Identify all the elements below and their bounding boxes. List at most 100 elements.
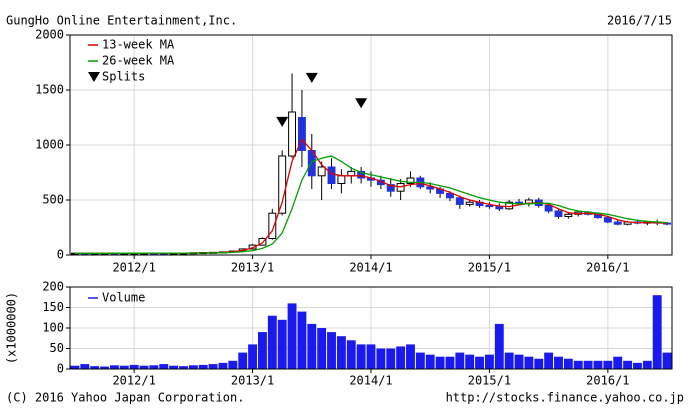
volume-bar [228, 360, 238, 369]
x-tick-label: 2014/1 [349, 374, 392, 388]
volume-bar [386, 348, 396, 369]
plot-frame [69, 34, 673, 256]
legend-label: Splits [102, 70, 145, 84]
volume-bar [188, 365, 198, 369]
candle-body [613, 221, 622, 225]
y-tick-label: 1500 [35, 83, 64, 97]
volume-bar [465, 354, 475, 369]
x-tick-label: 2016/1 [586, 374, 629, 388]
volume-bar [70, 365, 80, 369]
x-tick-label: 2015/1 [468, 261, 511, 275]
volume-bar [297, 311, 307, 369]
volume-bar [90, 366, 100, 369]
volume-bar [613, 356, 623, 369]
volume-bar [435, 356, 445, 369]
candle-body [357, 170, 366, 179]
candle-body [268, 212, 277, 239]
volume-bar [603, 360, 613, 369]
volume-bar [198, 364, 208, 369]
volume-bar [415, 352, 425, 369]
volume-bar [573, 360, 583, 369]
volume-bar [218, 362, 228, 369]
legend-swatch [88, 72, 100, 82]
volume-bar [336, 336, 346, 369]
volume-bar [119, 365, 129, 369]
ma-line [74, 155, 668, 254]
x-tick-label: 2016/1 [586, 261, 629, 275]
volume-bar [376, 348, 386, 369]
volume-bar [524, 356, 534, 369]
volume-bar [652, 295, 662, 369]
candle-body [603, 217, 612, 223]
volume-bar [238, 352, 248, 369]
volume-bar [346, 340, 356, 369]
y-tick-label: 0 [57, 362, 64, 376]
volume-bar [277, 319, 287, 369]
volume-bar [80, 364, 90, 369]
volume-bar [159, 364, 169, 369]
source-url: http://stocks.finance.yahoo.co.jp [446, 391, 684, 405]
candle-body [554, 210, 563, 217]
legend-label: Volume [102, 291, 145, 305]
chart-title: GungHo Online Entertainment,Inc. [6, 14, 237, 28]
candle-body [347, 170, 356, 177]
volume-bar [534, 358, 544, 369]
volume-bar [109, 365, 119, 369]
y-tick-label: 2000 [35, 28, 64, 42]
plot-frame [69, 286, 673, 370]
candle-body [455, 197, 464, 205]
volume-bar [425, 354, 435, 369]
candle-body [278, 155, 287, 214]
y-tick-label: 150 [42, 300, 64, 314]
volume-bar [593, 360, 603, 369]
volume-bar [514, 354, 524, 369]
x-tick-label: 2012/1 [112, 261, 155, 275]
x-tick-label: 2015/1 [468, 374, 511, 388]
volume-bar [139, 365, 149, 369]
volume-bar [169, 365, 179, 369]
volume-bar [494, 323, 504, 369]
volume-bar [583, 360, 593, 369]
volume-bar [563, 358, 573, 369]
candle-body [327, 166, 336, 184]
x-tick-label: 2012/1 [112, 374, 155, 388]
candle-body [337, 175, 346, 185]
volume-bar [662, 352, 672, 369]
y-tick-label: 100 [42, 321, 64, 335]
volume-bar [366, 344, 376, 369]
volume-bar [633, 362, 642, 369]
candle-body [288, 111, 297, 157]
split-marker [305, 72, 318, 83]
volume-bar [554, 356, 563, 369]
volume-bar [129, 364, 139, 369]
volume-bar [208, 364, 218, 369]
volume-bar [544, 352, 554, 369]
volume-bar [307, 323, 317, 369]
volume-bar [623, 360, 633, 369]
candle-body [544, 205, 553, 212]
copyright: (C) 2016 Yahoo Japan Corporation. [6, 391, 244, 405]
candle-body [386, 184, 395, 192]
y-tick-label: 1000 [35, 138, 64, 152]
candle-body [297, 117, 306, 151]
volume-bar [396, 346, 406, 369]
volume-bar [504, 352, 514, 369]
split-marker [276, 116, 289, 127]
x-tick-label: 2013/1 [231, 261, 274, 275]
volume-bar [356, 344, 366, 369]
legend-label: 13-week MA [102, 38, 175, 52]
candle-body [248, 244, 257, 250]
candle-body [406, 177, 415, 184]
volume-bar [406, 344, 415, 369]
volume-bar [149, 365, 159, 369]
volume-bar [445, 356, 455, 369]
volume-bar [267, 315, 277, 369]
candle-body [445, 192, 454, 199]
chart-date: 2016/7/15 [607, 14, 672, 28]
candle-body [426, 186, 435, 190]
y-tick-label: 200 [42, 280, 64, 294]
y-axis-label: (x1000000) [5, 292, 19, 364]
candle-body [258, 238, 267, 246]
volume-bar [100, 366, 109, 369]
volume-bar [642, 360, 652, 369]
